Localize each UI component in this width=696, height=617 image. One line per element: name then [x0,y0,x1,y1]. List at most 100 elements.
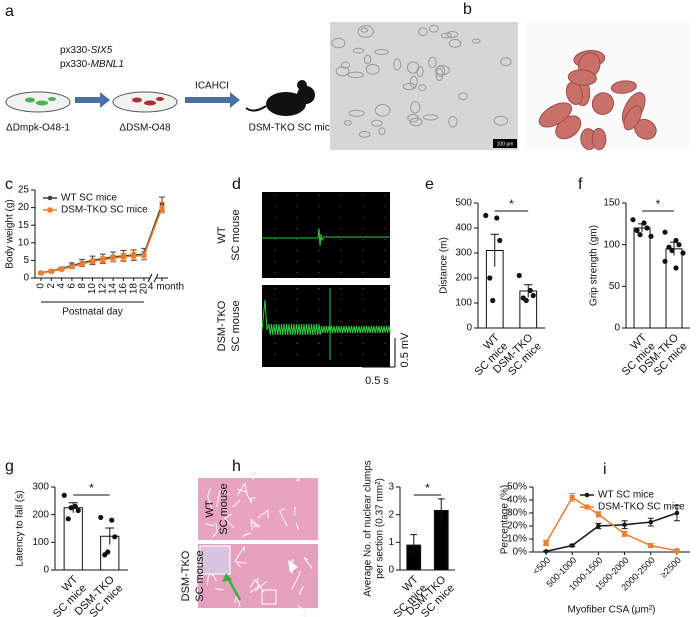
data-point [673,237,679,244]
data-point [75,507,81,514]
row-label: SC mouse [230,300,242,351]
cell [378,127,386,136]
row-label: SC mouse [218,483,230,534]
cell [340,61,351,69]
fiber-edge [297,605,306,617]
marker [100,257,106,263]
mice-photo [525,22,690,151]
time-scale: 0.5 s [365,375,389,387]
x-tick-label: 12 [97,283,108,295]
cell [428,56,437,68]
data-point [662,229,668,235]
data-point [98,514,104,521]
trace [262,227,390,247]
plasmid: px330-SIX5 [60,45,113,56]
x-axis-label: Postnatal day [62,307,123,318]
data-point [497,237,503,244]
fiber-edge [249,577,259,593]
row-label: DSM-TKO [216,300,228,351]
cell [365,63,380,75]
data-point [644,225,650,231]
y-tick-label: 3 [388,482,394,493]
marker [69,264,75,270]
data-point [105,549,111,555]
cell [25,97,35,103]
cell [144,100,156,106]
y-tick-label: 200 [455,273,472,284]
y-tick-label: 2 [388,509,394,520]
fiber-edge [257,508,269,519]
cell [343,120,352,126]
cell [409,117,423,127]
data-point [634,227,640,234]
cell [406,61,420,74]
cell [446,30,459,38]
y-tick-label: 0 [614,323,620,334]
y-axis-label: Body weight (g) [5,199,16,268]
pup [610,80,637,94]
panel-label: b [463,1,472,18]
cell [440,32,452,39]
cell [48,97,56,101]
pup [591,92,615,115]
fiber-edge [207,488,214,512]
y-axis-label: Percentage (%) [500,485,511,554]
marker [90,258,95,264]
fiber-edge [241,532,251,538]
marker [674,548,680,554]
fiber-edge [192,575,204,590]
emg-traces [261,192,396,368]
x-tick-label: 18 [128,283,139,295]
fiber-edge [250,497,257,503]
plasmid: px330-MBNL1 [60,59,124,70]
fiber-edge [291,570,302,590]
data-point [630,217,636,223]
legend-marker [47,195,53,201]
fiber-edge [223,513,235,529]
marker [159,205,165,211]
mouse-label: DSM-TKO SC mice [249,123,336,134]
cell [422,114,439,121]
fiber-edge [299,586,304,596]
x-tick-label: 2 [46,283,57,289]
cell [409,75,418,88]
panel-label: h [232,458,241,475]
marker [38,270,44,276]
y-tick-label: 300 [32,482,49,493]
bar [633,227,651,329]
y-tick-label: 100 [455,298,472,309]
cell [418,84,427,92]
cell [347,71,365,79]
cell [360,27,369,33]
significance: * [425,481,430,495]
fiber-edge [254,580,267,592]
data-point [676,242,682,248]
arrow [185,92,240,108]
y-tick-label: 0 [43,565,49,576]
y-tick-label: 0 [466,323,472,334]
fiber-edge [249,578,265,593]
y-tick-label: 150 [603,198,620,209]
fiber-edge [295,475,301,482]
data-point [666,244,672,250]
error-bar [490,233,499,267]
cell-line: ΔDmpk-O48-1 [6,123,70,134]
fiber-edge [247,470,257,481]
x-tick-label: 4 [56,283,67,289]
data-point [112,534,118,540]
cell [132,97,142,103]
data-point [109,517,115,523]
data-point [490,297,496,304]
y-tick-label: 25 [18,185,30,196]
data-point [527,287,533,294]
marker [622,522,627,527]
x-tick-label: <500 [531,555,552,576]
legend-label: WT SC mice [61,193,117,204]
data-point [637,232,643,238]
y-tick-label: 20% [507,521,527,532]
data-point [494,215,500,221]
legend-label: DSM-TKO SC mice [61,205,148,216]
pup [591,127,607,151]
y-tick-label: 50% [507,482,527,493]
